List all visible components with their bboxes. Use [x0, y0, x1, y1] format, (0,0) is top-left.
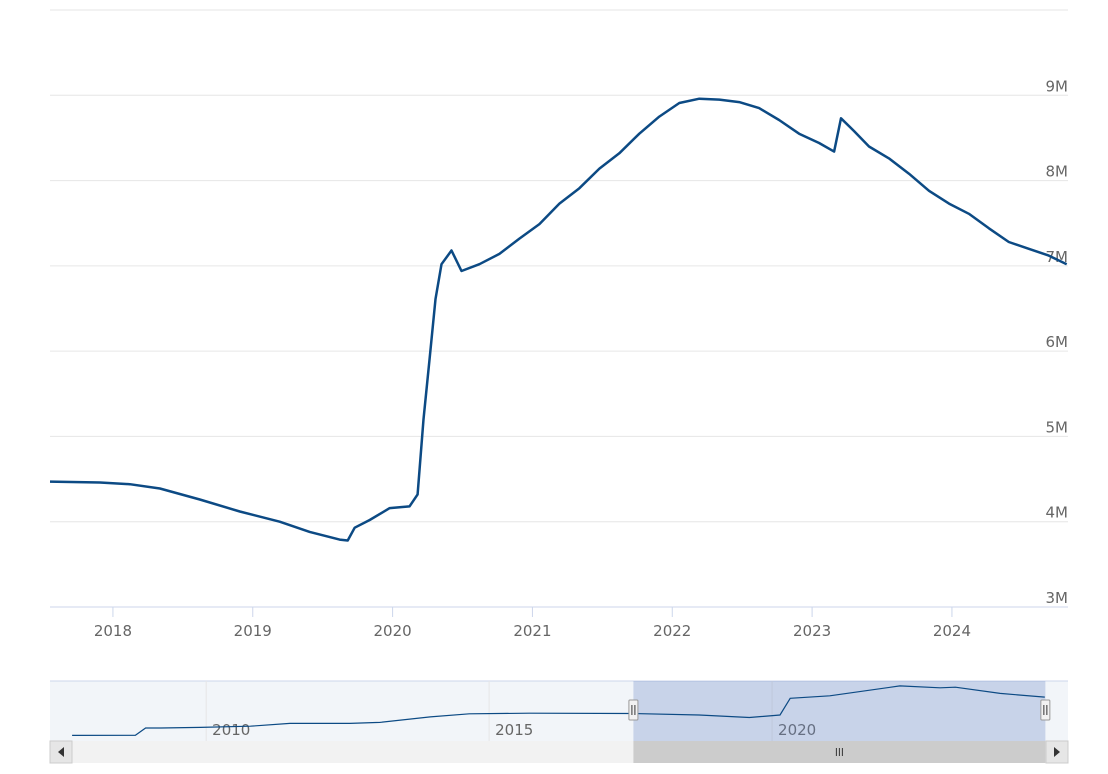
x-tick-label: 2020 — [374, 622, 412, 640]
x-tick-label: 2019 — [234, 622, 272, 640]
scroll-right-arrow — [1054, 747, 1060, 757]
y-tick-label: 8M — [1046, 163, 1069, 181]
x-tick-label: 2024 — [933, 622, 971, 640]
scroll-left-arrow — [58, 747, 64, 757]
x-tick-label: 2018 — [94, 622, 132, 640]
navigator-line — [72, 685, 1045, 736]
scrollbar[interactable] — [49, 740, 1069, 764]
scrollbar-grip — [835, 748, 843, 756]
x-tick-label: 2022 — [653, 622, 691, 640]
navigator-selection — [633, 681, 1046, 741]
y-tick-label: 5M — [1046, 418, 1069, 436]
y-tick-label: 4M — [1046, 504, 1069, 522]
navigator-handle[interactable] — [628, 699, 639, 721]
navigator-handle[interactable] — [1040, 699, 1051, 721]
series-line — [49, 97, 1068, 542]
y-tick-label: 9M — [1046, 77, 1069, 95]
navigator-tick-label: 2010 — [212, 721, 250, 739]
x-tick-label: 2021 — [513, 622, 551, 640]
y-tick-label: 3M — [1046, 589, 1069, 607]
navigator-background — [50, 681, 1068, 741]
navigator-tick-label: 2015 — [495, 721, 533, 739]
x-tick-label: 2023 — [793, 622, 831, 640]
y-tick-label: 6M — [1046, 333, 1069, 351]
navigator: 2010 2015 2020 — [50, 680, 1068, 741]
navigator-tick-label: 2020 — [778, 721, 816, 739]
